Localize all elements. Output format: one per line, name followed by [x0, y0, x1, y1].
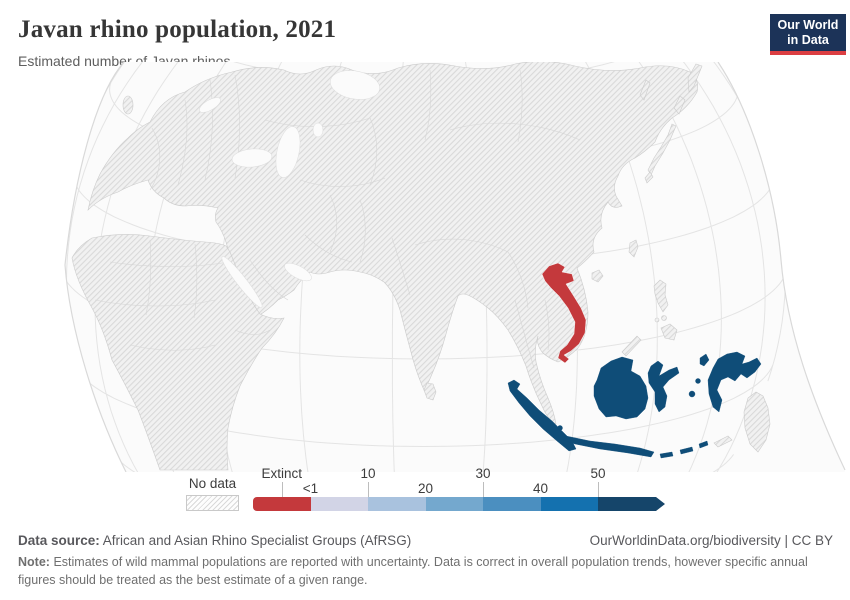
owid-logo-line2: in Data: [787, 32, 829, 47]
scale-tick-line: [281, 482, 283, 497]
no-data-label: No data: [188, 476, 237, 491]
scale-segment[interactable]: [598, 497, 656, 511]
footer-note: Note: Estimates of wild mammal populatio…: [18, 553, 813, 589]
landmass-japan: [647, 123, 677, 176]
page-title: Javan rhino population, 2021: [18, 16, 337, 43]
scale-segment[interactable]: [253, 497, 311, 511]
globe-rim: [64, 62, 846, 472]
island-sulawesi: [647, 360, 680, 413]
scale-segment[interactable]: [483, 497, 541, 511]
country-indonesia[interactable]: [507, 351, 762, 459]
island-java: [562, 435, 655, 458]
country-vietnam[interactable]: [541, 262, 587, 364]
no-data-block: No data: [186, 476, 239, 511]
scale-tick-label: 20: [417, 481, 434, 496]
color-scale: Extinct <1 10 20 30 40 50: [253, 460, 683, 516]
data-source-label: Data source:: [18, 533, 100, 548]
data-source-text: African and Asian Rhino Specialist Group…: [102, 533, 412, 548]
landmass-philippines: [653, 279, 669, 313]
scale-segment[interactable]: [540, 497, 598, 511]
data-source: Data source: African and Asian Rhino Spe…: [18, 533, 411, 548]
note-label: Note:: [18, 555, 50, 569]
island-sumatra: [507, 379, 577, 452]
scale-tick-line: [598, 482, 599, 497]
scale-tick-label: <1: [302, 481, 319, 496]
license-link[interactable]: OurWorldinData.org/biodiversity | CC BY: [589, 533, 833, 548]
scale-tick-line: [368, 482, 369, 497]
scale-tick-label: 30: [475, 466, 491, 481]
no-data-swatch[interactable]: [186, 495, 239, 511]
world-map: [64, 62, 846, 472]
scale-tick-label: 40: [532, 481, 549, 496]
footer-source-row: Data source: African and Asian Rhino Spe…: [18, 533, 833, 548]
island-papua: [707, 351, 762, 413]
scale-segment[interactable]: [425, 497, 483, 511]
scale-tick-label: Extinct: [261, 466, 302, 481]
scale-tick-line: [483, 482, 484, 497]
scale-segment[interactable]: [368, 497, 426, 511]
owid-logo-line1: Our World: [777, 18, 839, 32]
landmass-africa: [71, 234, 285, 471]
island-borneo: [593, 356, 649, 420]
scale-segment[interactable]: [310, 497, 368, 511]
scale-tick-label: 50: [590, 466, 606, 481]
country-borders: [94, 69, 581, 369]
legend: No data Extinct <1 10 20 30 40 50: [0, 460, 850, 516]
scale-tick-label: 10: [360, 466, 376, 481]
color-scale-bar: [253, 497, 665, 511]
note-text: Estimates of wild mammal populations are…: [18, 555, 808, 588]
scale-arrow-icon: [655, 497, 665, 511]
owid-logo[interactable]: Our World in Data: [770, 14, 846, 55]
inland-seas: [199, 70, 380, 308]
